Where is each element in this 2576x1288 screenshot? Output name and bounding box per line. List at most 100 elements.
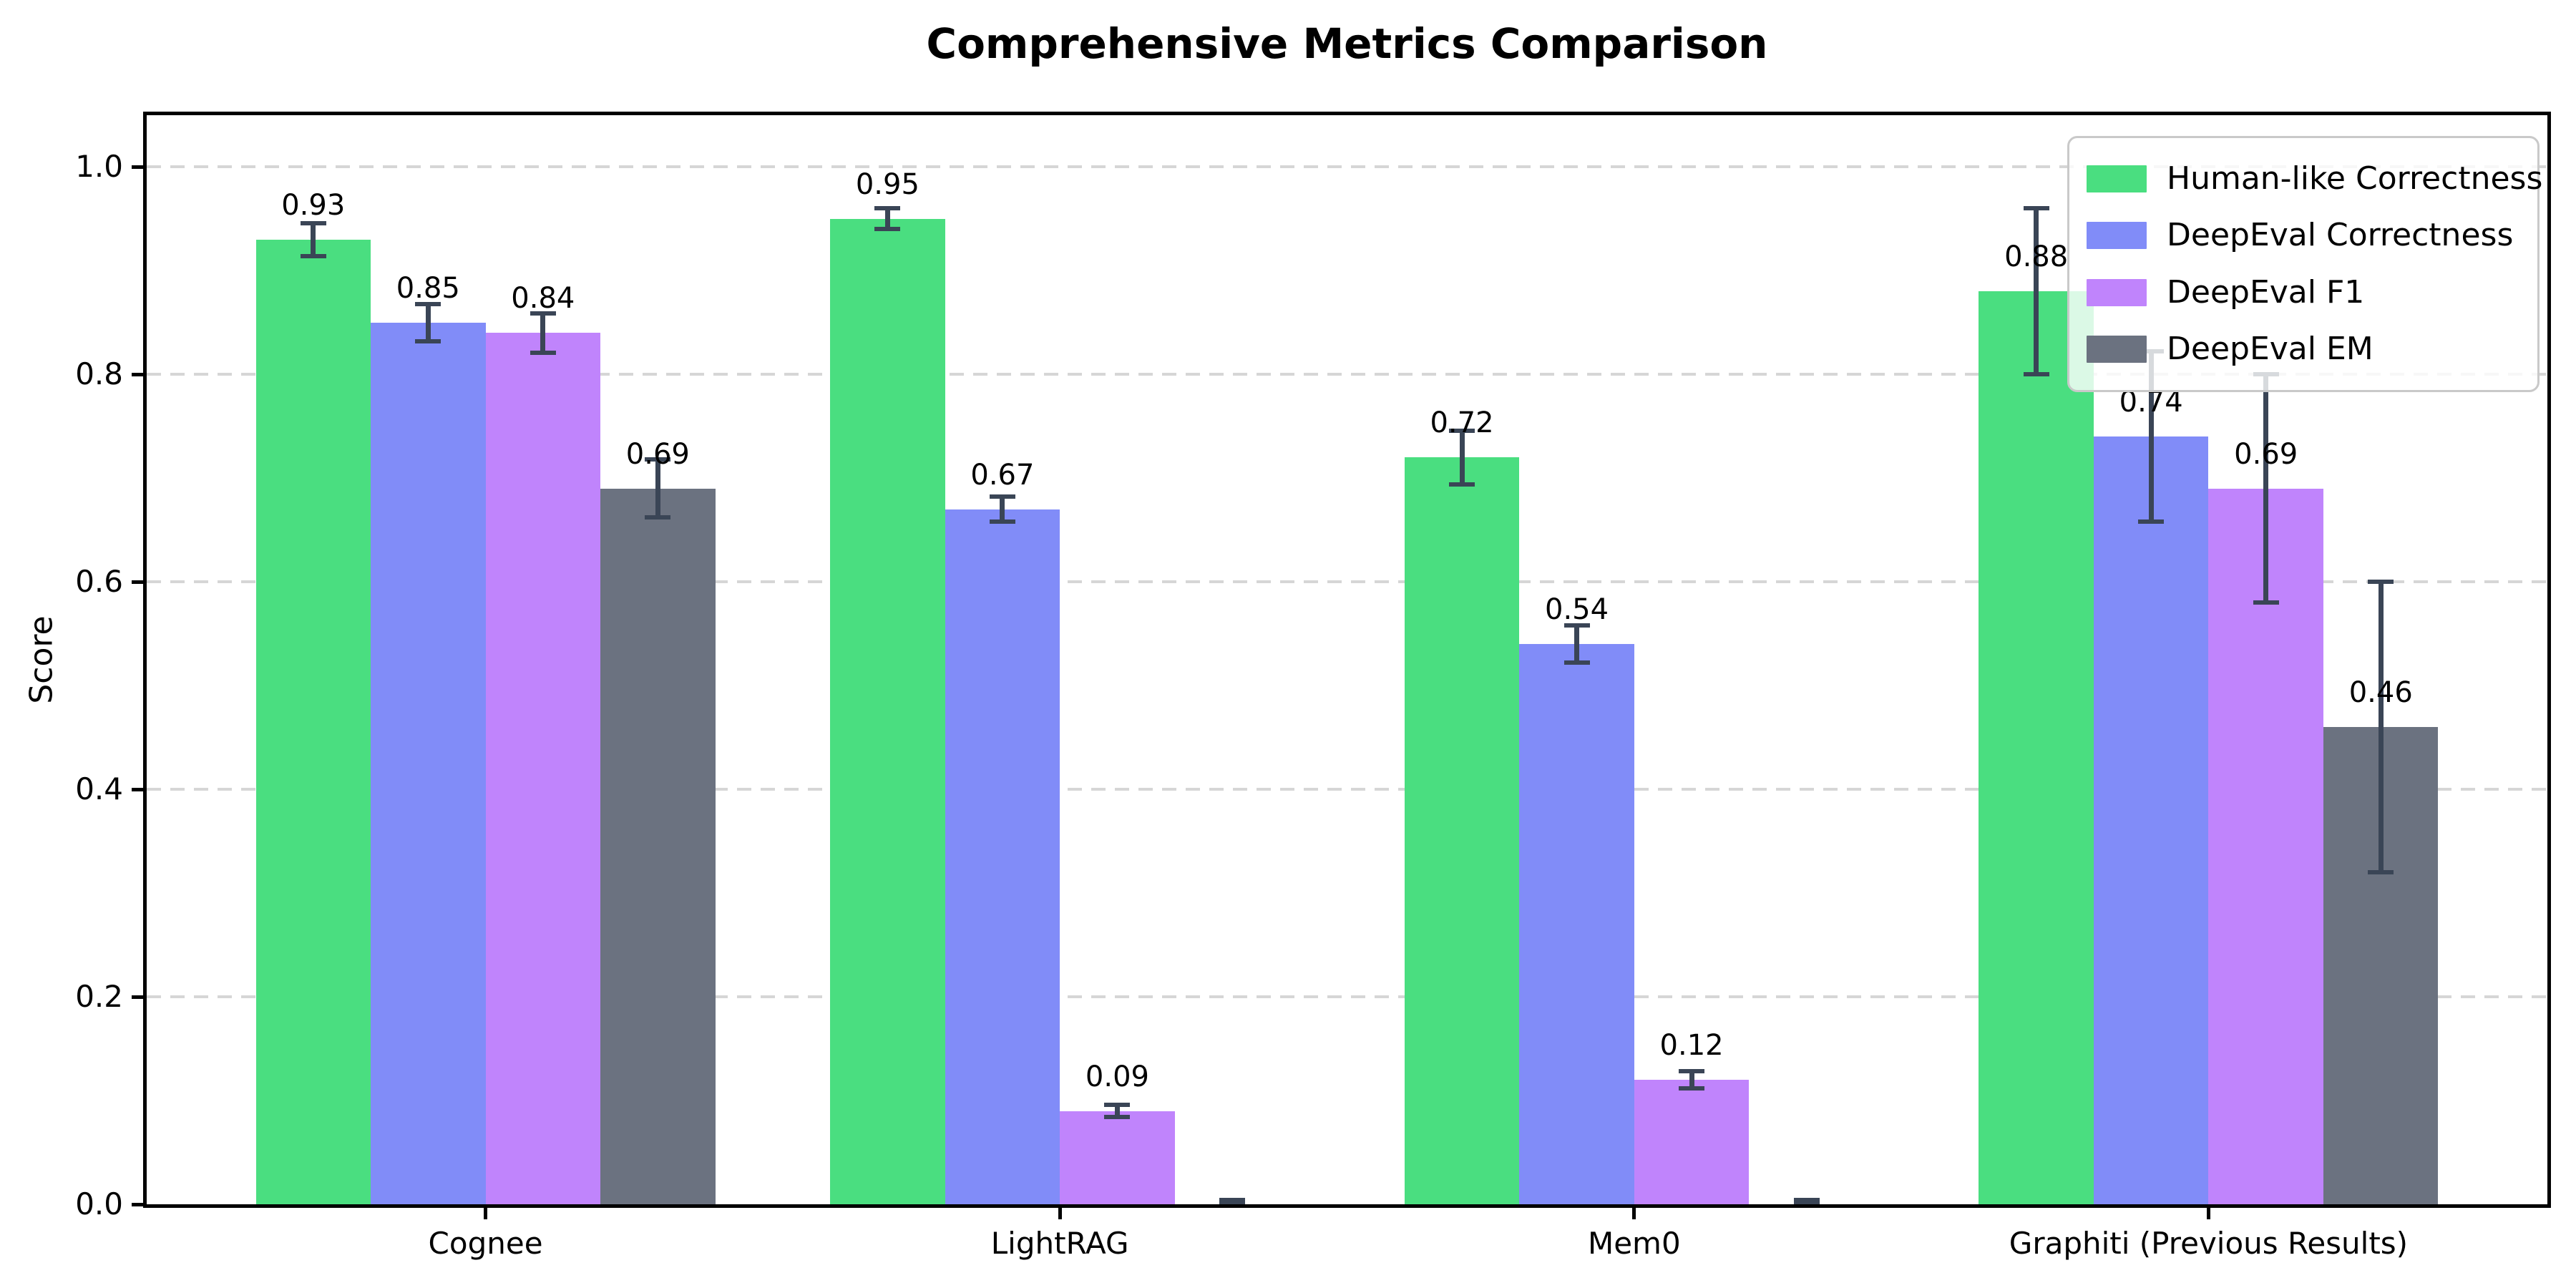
y-tick-mark [132, 372, 143, 376]
error-bar-cap-top [530, 311, 556, 316]
bar-deepeval-f1-1 [485, 333, 601, 1204]
y-tick-mark [132, 787, 143, 791]
error-bar [1574, 625, 1580, 663]
legend-swatch [2087, 335, 2147, 363]
error-bar [2034, 208, 2039, 375]
bar-deepeval-correctness-1 [371, 322, 486, 1204]
gridline-y0.4 [147, 788, 2547, 791]
value-label: 0.72 [1430, 406, 1494, 440]
legend-item-3: DeepEval F1 [2087, 265, 2522, 321]
error-bar [884, 208, 890, 230]
gridline-y0.8 [147, 373, 2547, 376]
x-tick-mark [484, 1208, 488, 1219]
error-bar-cap-top [874, 206, 901, 211]
legend-item-2: DeepEval Correctness [2087, 208, 2522, 263]
value-label: 0.84 [511, 282, 575, 316]
error-bar [1689, 1071, 1694, 1088]
error-bar [540, 313, 546, 353]
bar-human-like-correctness-2 [830, 218, 945, 1204]
legend-swatch [2087, 222, 2147, 250]
error-bar [1000, 497, 1005, 522]
y-axis-label: Score [23, 615, 60, 704]
x-tick-label-3: Mem0 [1587, 1226, 1681, 1261]
error-bar-cap-bottom [2138, 519, 2165, 525]
value-label: 0.09 [1085, 1060, 1149, 1093]
error-bar-cap-top [1793, 1198, 1820, 1203]
gridline-y1.0 [147, 165, 2547, 169]
error-bar-cap-bottom [1219, 1202, 1245, 1206]
bar-deepeval-f1-2 [1060, 1111, 1175, 1204]
error-bar-cap-bottom [645, 515, 671, 520]
value-label: 0.95 [855, 167, 919, 201]
legend-label: Human-like Correctness [2167, 160, 2543, 197]
x-tick-label-2: LightRAG [990, 1226, 1129, 1261]
bar-deepeval-em-1 [600, 488, 716, 1204]
error-bar [1114, 1104, 1120, 1118]
y-tick-label: 0.2 [75, 979, 123, 1015]
error-bar-cap-bottom [1563, 660, 1590, 665]
error-bar-cap-top [1104, 1102, 1131, 1107]
error-bar-cap-bottom [2253, 600, 2279, 605]
y-tick-label: 0.6 [75, 564, 123, 600]
error-bar [311, 223, 316, 257]
value-label: 0.46 [2348, 676, 2413, 710]
error-bar-cap-bottom [2023, 372, 2049, 377]
error-bar-cap-top [2368, 580, 2394, 585]
bar-human-like-correctness-4 [1979, 291, 2094, 1204]
bar-deepeval-correctness-4 [2093, 436, 2209, 1204]
error-bar-cap-top [989, 494, 1015, 499]
error-bar-cap-bottom [300, 254, 326, 259]
error-bar [1459, 430, 1465, 485]
error-bar [2378, 582, 2384, 873]
value-label: 0.54 [1545, 593, 1609, 627]
error-bar-cap-bottom [415, 338, 441, 343]
error-bar-cap-top [415, 301, 441, 306]
error-bar-cap-bottom [1793, 1202, 1820, 1206]
bar-deepeval-f1-4 [2208, 488, 2323, 1204]
error-bar-cap-bottom [874, 227, 901, 232]
error-bar-cap-top [300, 220, 326, 225]
legend-item-1: Human-like Correctness [2087, 151, 2542, 207]
y-tick-label: 0.0 [75, 1186, 123, 1221]
error-bar-cap-bottom [1449, 482, 1475, 487]
error-bar [425, 303, 431, 341]
legend-label: DeepEval EM [2167, 330, 2373, 367]
error-bar [655, 459, 660, 518]
legend: Human-like Correctness DeepEval Correctne… [2067, 136, 2542, 392]
value-label: 0.69 [625, 437, 690, 471]
value-label: 0.85 [396, 271, 460, 305]
error-bar-cap-top [1563, 623, 1590, 628]
gridline-y0.2 [147, 995, 2547, 999]
legend-swatch [2087, 278, 2147, 306]
value-label: 0.12 [1659, 1029, 1724, 1063]
error-bar [2148, 351, 2154, 522]
y-tick-mark [132, 995, 143, 999]
error-bar-cap-bottom [1104, 1115, 1131, 1120]
bar-human-like-correctness-3 [1404, 457, 1520, 1204]
legend-item-4: DeepEval EM [2087, 321, 2522, 377]
legend-label: DeepEval Correctness [2167, 217, 2514, 254]
error-bar-cap-top [2023, 206, 2049, 211]
x-tick-mark [1632, 1208, 1636, 1219]
y-tick-label: 1.0 [75, 149, 123, 185]
value-label: 0.93 [281, 188, 346, 222]
error-bar-cap-bottom [530, 350, 556, 355]
error-bar-cap-top [1219, 1198, 1245, 1203]
error-bar-cap-bottom [989, 519, 1015, 525]
bar-deepeval-correctness-3 [1519, 644, 1634, 1204]
bar-human-like-correctness-1 [255, 239, 371, 1204]
error-bar-cap-top [1679, 1069, 1705, 1074]
error-bar-cap-bottom [1679, 1085, 1705, 1091]
chart-title: Comprehensive Metrics Comparison [926, 19, 1768, 68]
error-bar-cap-top [1449, 428, 1475, 433]
x-tick-label-4: Graphiti (Previous Results) [2009, 1226, 2409, 1261]
value-label: 0.69 [2234, 437, 2298, 471]
bar-deepeval-f1-3 [1634, 1080, 1750, 1204]
error-bar [2263, 374, 2269, 603]
error-bar-cap-top [645, 457, 671, 462]
value-label: 0.88 [2004, 240, 2069, 274]
y-tick-mark [132, 165, 143, 169]
y-tick-mark [132, 1202, 143, 1206]
y-tick-mark [132, 580, 143, 584]
